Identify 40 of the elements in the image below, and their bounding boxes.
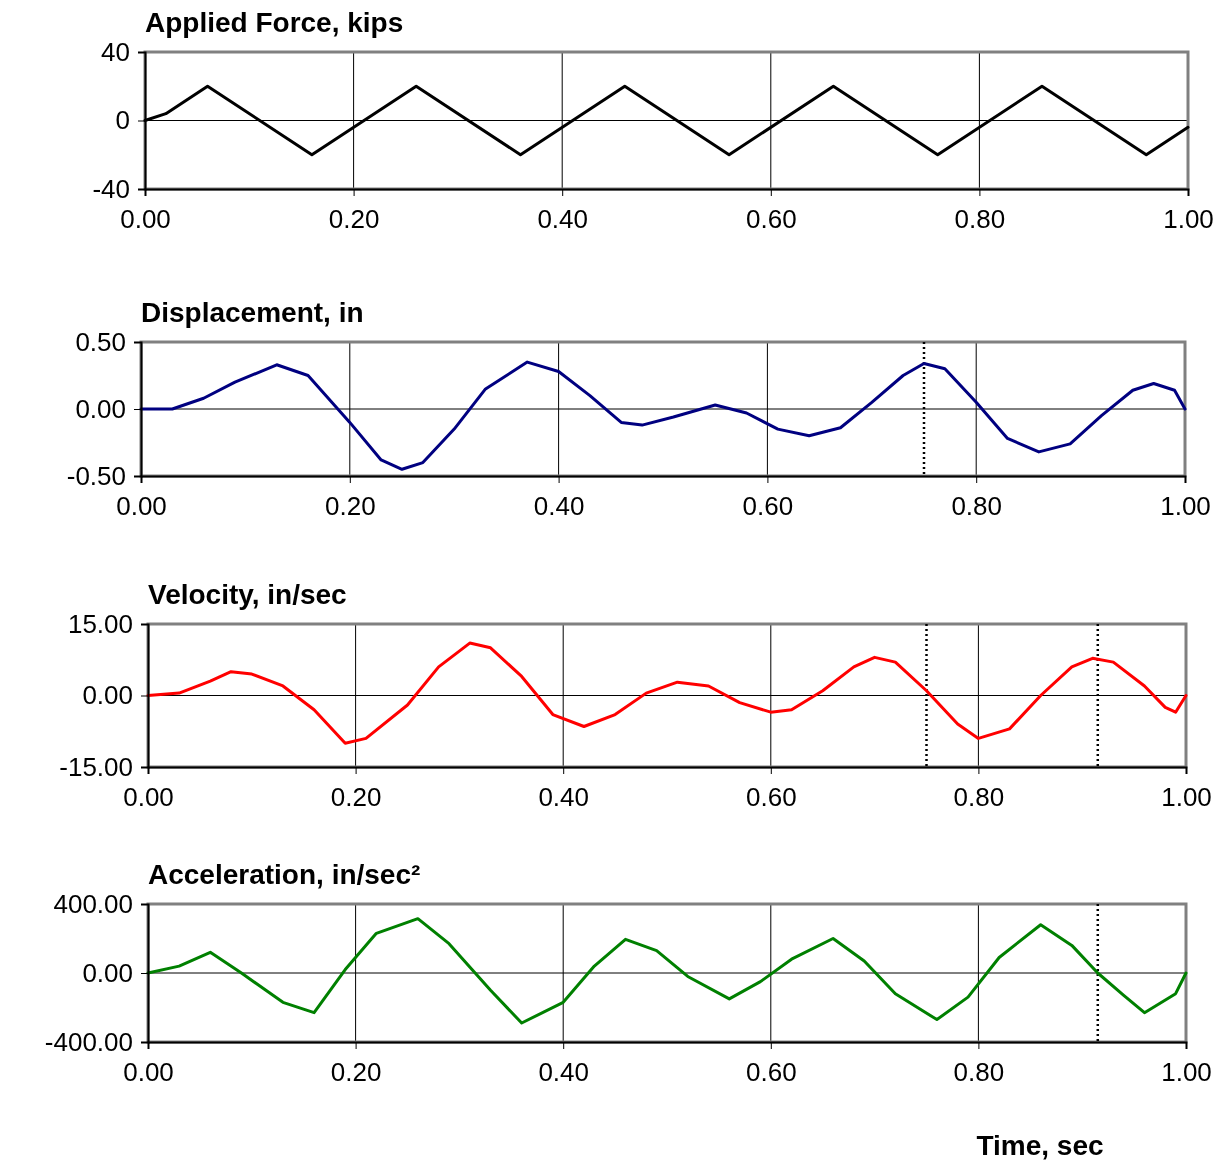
y-tick-label: -0.50 xyxy=(66,460,126,491)
y-tick-label: -15.00 xyxy=(59,751,133,782)
y-tick-label: 0 xyxy=(115,105,130,136)
x-tick-label: 0.00 xyxy=(123,1057,174,1088)
x-tick-label: 0.80 xyxy=(954,204,1006,235)
x-tick-label: 0.80 xyxy=(953,782,1005,813)
x-tick-label: 0.00 xyxy=(123,782,174,813)
y-tick-label: -40 xyxy=(92,173,130,204)
x-tick-label: 0.40 xyxy=(537,204,588,235)
x-tick-label: 0.20 xyxy=(330,782,382,813)
x-tick-label: 0.40 xyxy=(538,782,589,813)
x-tick-label: 0.80 xyxy=(953,1057,1005,1088)
y-tick-label: 0.00 xyxy=(82,957,133,988)
x-tick-label: 0.60 xyxy=(746,1057,797,1088)
x-tick-label: 0.20 xyxy=(325,491,376,522)
y-tick-label: 40 xyxy=(101,36,130,67)
x-tick-label: 0.00 xyxy=(120,204,171,235)
x-tick-label: 0.40 xyxy=(533,491,585,522)
x-tick-label: 0.40 xyxy=(538,1057,589,1088)
x-tick-label: 1.00 xyxy=(1163,204,1214,235)
x-tick-label: 1.00 xyxy=(1161,782,1212,813)
x-axis-title: Time, sec xyxy=(976,1130,1104,1161)
x-tick-label: 0.60 xyxy=(742,491,794,522)
y-tick-label: 400.00 xyxy=(53,888,133,919)
x-tick-label: 0.20 xyxy=(328,204,380,235)
x-tick-label: 0.80 xyxy=(951,491,1002,522)
y-tick-label: 0.00 xyxy=(75,393,126,424)
x-tick-label: 0.60 xyxy=(746,782,797,813)
chart-title: Applied Force, kips xyxy=(145,7,404,38)
y-tick-label: 0.50 xyxy=(75,326,126,357)
y-tick-label: 0.00 xyxy=(82,680,133,711)
x-tick-label: 0.60 xyxy=(746,204,797,235)
y-tick-label: -400.00 xyxy=(44,1026,133,1057)
x-tick-label: 1.00 xyxy=(1160,491,1211,522)
chart-title: Velocity, in/sec xyxy=(148,579,347,610)
y-tick-label: 15.00 xyxy=(67,608,133,639)
x-tick-label: 1.00 xyxy=(1161,1057,1212,1088)
chart-title: Displacement, in xyxy=(141,297,364,328)
x-tick-label: 0.20 xyxy=(330,1057,382,1088)
chart-title: Acceleration, in/sec² xyxy=(148,859,421,890)
